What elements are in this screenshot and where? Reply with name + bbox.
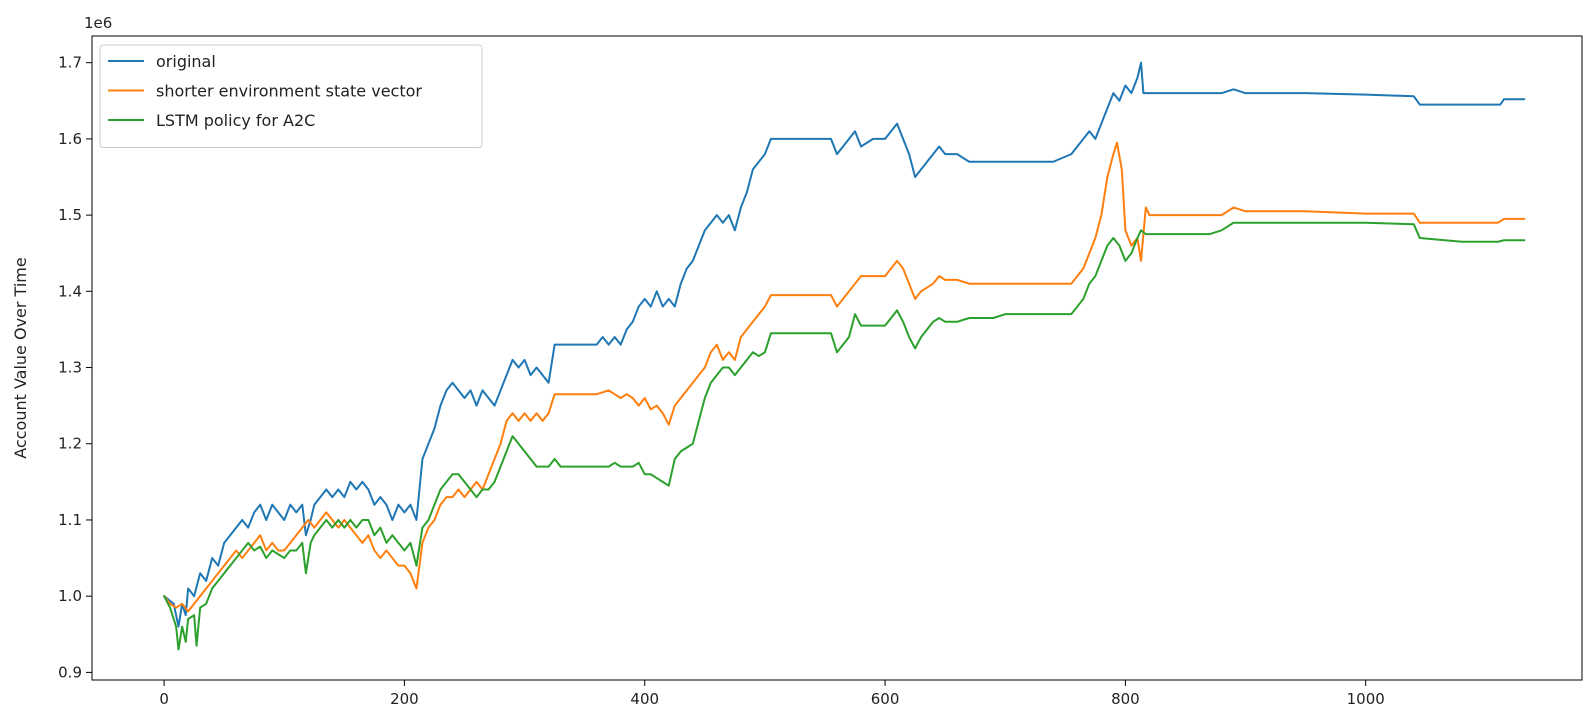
x-tick-label: 200 — [390, 690, 419, 708]
y-tick-label: 1.1 — [58, 511, 82, 529]
legend-label: original — [156, 52, 216, 71]
legend-label: shorter environment state vector — [156, 82, 422, 101]
series-line-0 — [163, 61, 1526, 628]
y-tick-label: 1.2 — [58, 435, 82, 453]
y-tick-label: 1.5 — [58, 206, 82, 224]
x-tick-label: 1000 — [1347, 690, 1385, 708]
y-axis: 0.9 1.0 1.1 1.2 1.3 1.4 1.5 1.6 1.7 — [58, 54, 92, 681]
y-offset-label: 1e6 — [84, 14, 112, 32]
x-tick-label: 400 — [630, 690, 659, 708]
x-axis: 0 200 400 600 800 1000 — [159, 680, 1385, 708]
plot-frame — [91, 35, 1583, 681]
y-tick-label: 1.7 — [58, 54, 82, 72]
x-tick-label: 800 — [1111, 690, 1140, 708]
y-tick-label: 1.4 — [58, 282, 82, 300]
y-tick-label: 1.6 — [58, 130, 82, 148]
legend: original shorter environment state vector… — [99, 44, 483, 148]
x-tick-label: 600 — [871, 690, 900, 708]
y-tick-label: 1.3 — [58, 359, 82, 377]
legend-box — [99, 44, 483, 148]
y-tick-label: 1.0 — [58, 587, 82, 605]
series-lines — [163, 61, 1526, 651]
series-line-1 — [163, 141, 1526, 613]
series-line-2 — [163, 221, 1526, 651]
legend-label: LSTM policy for A2C — [156, 111, 315, 130]
x-tick-label: 0 — [159, 690, 169, 708]
y-axis-label: Account Value Over Time — [11, 257, 30, 458]
y-tick-label: 0.9 — [58, 663, 82, 681]
